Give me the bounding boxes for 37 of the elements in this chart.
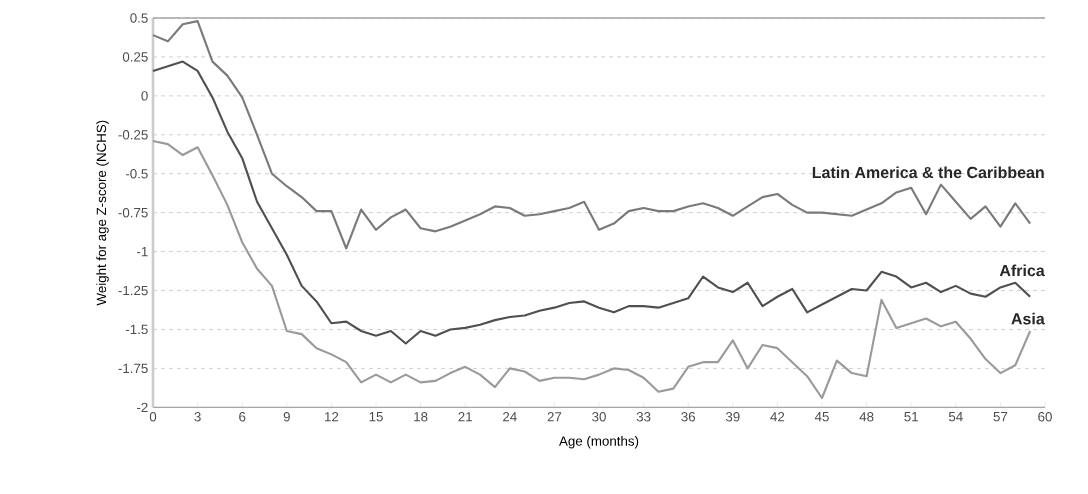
series-label: Africa: [999, 264, 1045, 277]
y-tick-label: -1.75: [118, 363, 148, 374]
x-tick-label: 45: [814, 412, 829, 422]
x-tick-label: 39: [725, 412, 740, 422]
y-tick-label: -2: [137, 402, 148, 412]
x-tick-label: 18: [414, 412, 428, 422]
x-tick-label: 6: [239, 412, 246, 422]
y-tick-label: -0.25: [118, 130, 148, 140]
series-label: Asia: [1011, 312, 1045, 325]
x-tick-label: 33: [636, 412, 651, 422]
x-axis-title: Age (months): [559, 435, 639, 449]
x-tick-label: 9: [283, 412, 290, 422]
x-tick-label: 0: [149, 412, 157, 422]
y-tick-label: -1.25: [118, 285, 148, 296]
y-axis-title: Weight for age Z-score (NCHS): [96, 120, 109, 306]
x-tick-label: 36: [681, 412, 696, 422]
x-tick-label: 48: [859, 412, 874, 422]
x-tick-label: 51: [904, 412, 918, 422]
x-tick-label: 57: [993, 412, 1008, 422]
y-tick-label: -0.5: [125, 169, 148, 179]
y-tick-label: 0.5: [130, 13, 148, 23]
y-tick-label: 0: [141, 91, 148, 101]
x-tick-label: 12: [325, 412, 339, 422]
x-tick-label: 54: [948, 412, 963, 422]
y-tick-label: -1: [137, 247, 148, 257]
x-tick-label: 30: [592, 412, 606, 422]
x-tick-label: 15: [369, 412, 383, 422]
x-tick-label: 60: [1038, 412, 1052, 422]
x-tick-label: 27: [547, 412, 562, 422]
x-tick-label: 21: [458, 412, 472, 422]
y-tick-label: -1.5: [125, 324, 148, 335]
series-label: Latin America & the Caribbean: [812, 166, 1044, 179]
x-tick-label: 24: [503, 412, 517, 422]
y-tick-label: -0.75: [118, 207, 148, 218]
x-tick-label: 3: [194, 412, 201, 422]
x-tick-label: 42: [770, 412, 785, 422]
y-tick-label: 0.25: [122, 52, 148, 62]
